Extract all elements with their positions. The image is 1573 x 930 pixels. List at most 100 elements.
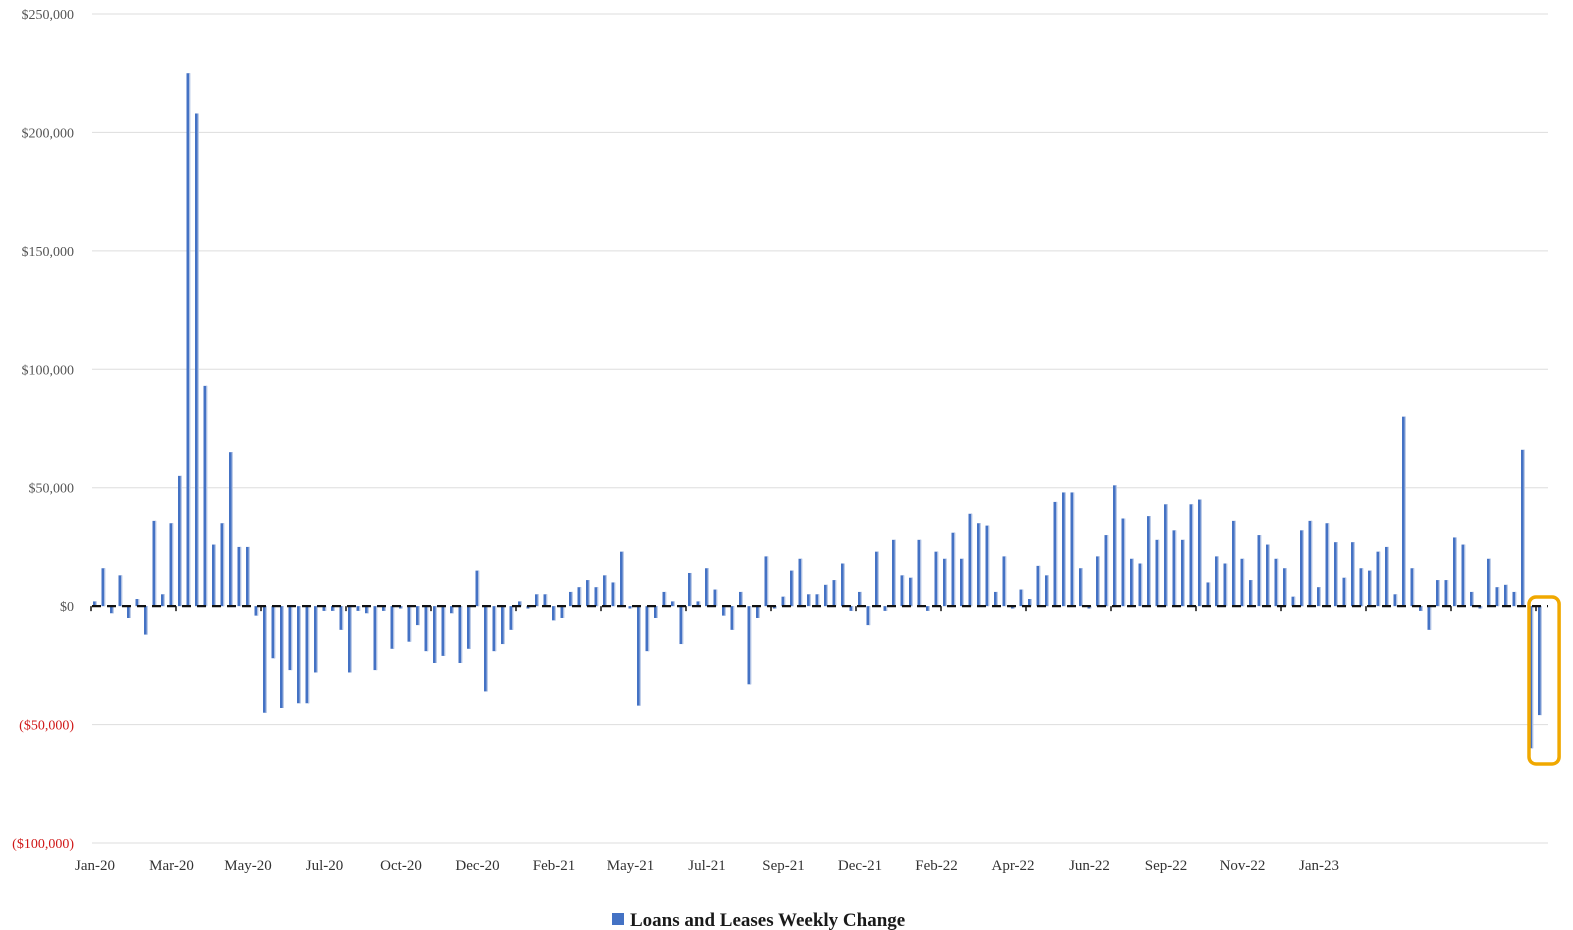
bar [382, 606, 386, 611]
bar [1215, 556, 1219, 607]
bar [1045, 575, 1049, 607]
bar [518, 601, 522, 607]
y-tick-label: $250,000 [22, 8, 75, 23]
bar [1079, 568, 1083, 607]
x-tick-label: Dec-20 [455, 858, 499, 874]
bar [1062, 492, 1066, 607]
bar [926, 606, 930, 611]
bar [1504, 584, 1508, 607]
bar [356, 606, 361, 611]
bar [1028, 599, 1032, 607]
bar [1461, 544, 1466, 607]
x-tick-label: Apr-22 [991, 858, 1034, 874]
bar [1512, 591, 1517, 607]
x-axis-ticks: Jan-20 Mar-20 May-20 Jul-20 Oct-20 Dec-20 Feb-… [75, 858, 1339, 874]
bar [373, 606, 378, 671]
bar [1232, 520, 1236, 607]
bar [917, 539, 922, 607]
bar [526, 606, 531, 609]
bar [246, 546, 250, 607]
bar [1444, 580, 1449, 607]
bar [331, 606, 335, 611]
bar [1487, 558, 1491, 607]
bar [93, 601, 97, 607]
y-tick-label: $100,000 [22, 363, 75, 378]
bar [620, 551, 624, 607]
bar [739, 591, 743, 607]
bar [280, 606, 284, 708]
bar [1147, 516, 1151, 607]
bar [237, 546, 242, 607]
bar [509, 606, 514, 630]
y-tick-label: $0 [60, 600, 74, 615]
x-tick-label: Mar-20 [149, 858, 194, 874]
bar [849, 606, 854, 611]
bar [1283, 568, 1287, 607]
bar [1053, 501, 1058, 607]
bar [560, 606, 565, 618]
bar [594, 587, 599, 607]
bar [1198, 499, 1202, 607]
x-tick-label: Jun-22 [1069, 858, 1110, 874]
bar [492, 606, 497, 652]
legend: Loans and Leases Weekly Change [612, 910, 905, 930]
bar [1274, 558, 1279, 607]
bar [169, 523, 174, 607]
bar [1538, 606, 1542, 716]
bar [764, 556, 769, 607]
bar [688, 572, 692, 607]
bar [1495, 587, 1500, 607]
bar [348, 606, 352, 673]
bar [841, 563, 845, 607]
bar [824, 584, 828, 607]
y-tick-label: $50,000 [29, 482, 75, 497]
y-tick-label: ($50,000) [19, 719, 74, 734]
x-tick-label: Sep-22 [1145, 858, 1188, 874]
bar [798, 558, 803, 607]
bar [892, 539, 896, 607]
legend-swatch [612, 913, 624, 925]
bar [586, 580, 590, 607]
bar [1334, 542, 1338, 607]
bar [713, 589, 718, 607]
y-tick-label: ($100,000) [12, 837, 74, 852]
bar [645, 606, 650, 652]
bar [1359, 568, 1364, 607]
bar [654, 606, 658, 618]
bar [552, 606, 556, 621]
bar [628, 606, 633, 609]
bar [577, 587, 582, 607]
bar [679, 606, 684, 645]
bar [909, 577, 913, 607]
y-axis-ticks: $250,000 $200,000 $150,000 $100,000 $50,000 $… [12, 8, 74, 852]
bar [1036, 565, 1041, 607]
bar [441, 606, 446, 656]
bar [322, 606, 327, 611]
bar [254, 606, 259, 616]
bar [1402, 416, 1406, 607]
bar [484, 606, 488, 692]
x-tick-label: Jan-20 [75, 858, 115, 874]
bar [1257, 535, 1262, 607]
bar [1342, 577, 1347, 607]
bar [611, 582, 616, 607]
bar [1376, 551, 1381, 607]
bar [1317, 587, 1321, 607]
bar [815, 594, 820, 607]
bar [603, 575, 607, 607]
bar [1368, 570, 1372, 607]
x-tick-label: Feb-22 [915, 858, 958, 874]
bar [288, 606, 293, 671]
bar [1070, 492, 1075, 607]
bar [960, 558, 964, 607]
bar [1172, 530, 1177, 607]
bar [1087, 606, 1092, 609]
bar [1291, 596, 1296, 607]
bar [1113, 485, 1117, 607]
bar [662, 591, 667, 607]
bar [135, 599, 140, 607]
bar [424, 606, 429, 652]
bar [1351, 542, 1355, 607]
bar [1019, 589, 1024, 607]
